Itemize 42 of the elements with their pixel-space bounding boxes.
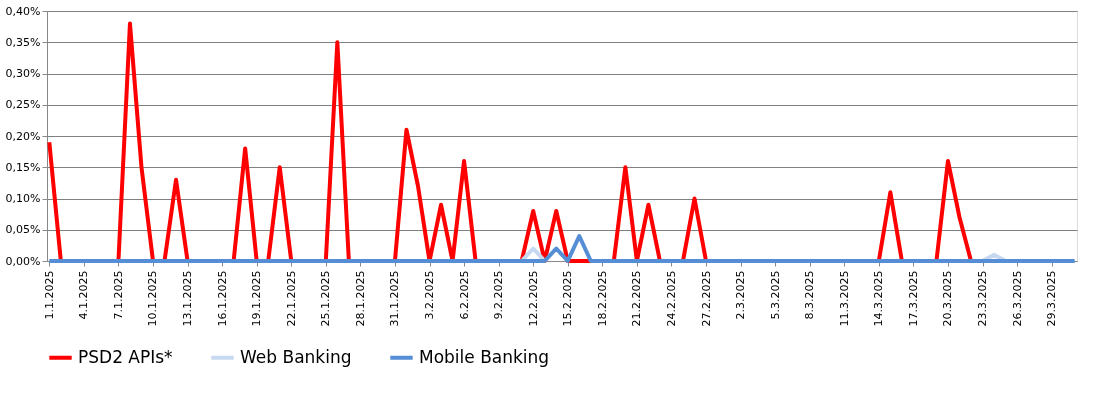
y-tick-label: 0,30% <box>5 67 41 80</box>
x-tick-label: 29.3.2025 <box>1045 270 1059 327</box>
x-tick-label: 3.2.2025 <box>423 270 437 320</box>
y-tick-label: 0,35% <box>5 35 41 49</box>
x-tick-label: 6.2.2025 <box>457 270 471 320</box>
x-tick-label: 25.1.2025 <box>319 270 333 327</box>
y-tick-label: 0,00% <box>5 254 41 268</box>
x-tick-label: 13.1.2025 <box>181 270 195 327</box>
legend-label: Web Banking <box>240 346 352 367</box>
x-tick-label: 15.2.2025 <box>561 270 575 327</box>
x-tick-label: 5.3.2025 <box>768 270 782 320</box>
x-tick-label: 2.3.2025 <box>734 270 748 320</box>
x-tick-label: 10.1.2025 <box>146 270 160 327</box>
x-tick-label: 27.2.2025 <box>699 270 713 327</box>
x-tick-label: 12.2.2025 <box>526 270 540 327</box>
legend-label: PSD2 APIs* <box>78 346 173 367</box>
x-tick-label: 31.1.2025 <box>388 270 402 327</box>
x-tick-label: 14.3.2025 <box>872 270 886 327</box>
x-tick-label: 1.1.2025 <box>42 270 56 320</box>
x-tick-label: 7.1.2025 <box>111 270 125 320</box>
x-tick-label: 8.3.2025 <box>803 270 817 320</box>
x-tick-label: 11.3.2025 <box>837 270 851 327</box>
x-tick-label: 24.2.2025 <box>664 270 678 327</box>
x-tick-label: 22.1.2025 <box>284 270 298 327</box>
y-tick-label: 0,25% <box>5 98 41 112</box>
x-tick-label: 20.3.2025 <box>941 270 955 327</box>
y-tick-label: 0,20% <box>5 129 41 143</box>
x-tick-label: 4.1.2025 <box>77 270 91 320</box>
x-tick-label: 19.1.2025 <box>250 270 264 327</box>
y-tick-label: 0,15% <box>5 160 41 174</box>
x-tick-label: 17.3.2025 <box>906 270 920 327</box>
x-tick-label: 16.1.2025 <box>215 270 229 327</box>
x-tick-label: 9.2.2025 <box>492 270 506 320</box>
x-tick-label: 18.2.2025 <box>595 270 609 327</box>
y-tick-label: 0,10% <box>5 192 41 205</box>
y-tick-label: 0,40% <box>5 4 41 18</box>
x-tick-label: 23.3.2025 <box>976 270 990 327</box>
y-tick-label: 0,05% <box>5 223 41 237</box>
legend-label: Mobile Banking <box>419 346 550 367</box>
x-tick-label: 28.1.2025 <box>353 270 367 327</box>
x-tick-label: 26.3.2025 <box>1010 270 1024 327</box>
x-tick-label: 21.2.2025 <box>630 270 644 327</box>
